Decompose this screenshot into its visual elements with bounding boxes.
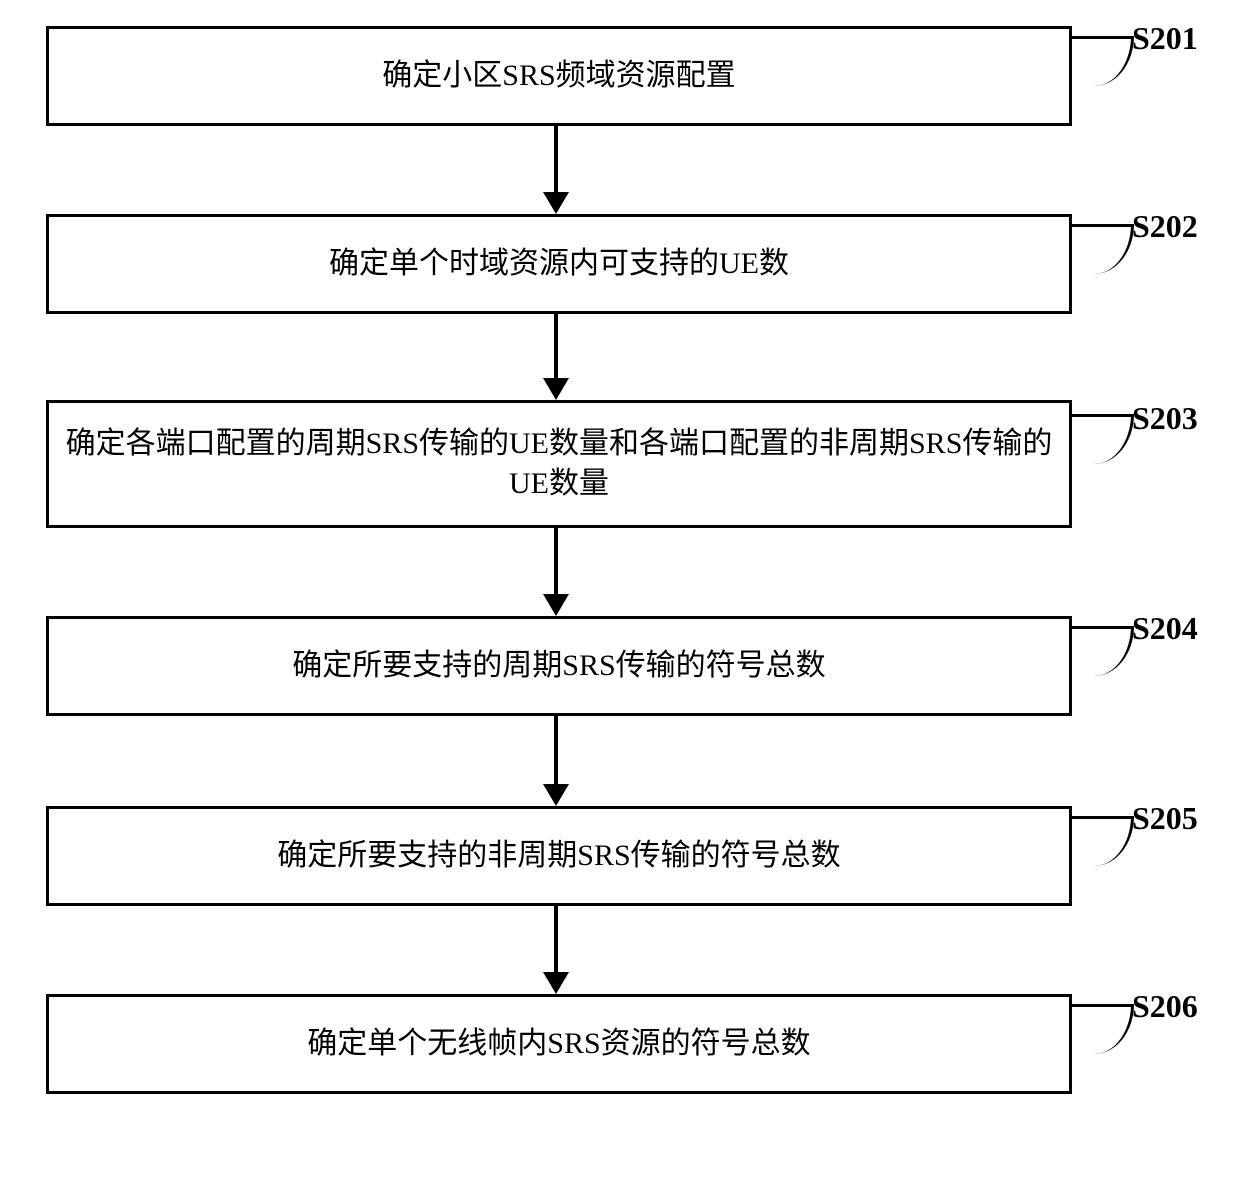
step-label-s205: S205 — [1132, 800, 1198, 837]
arrow-shaft — [554, 716, 558, 784]
label-connector-s202 — [1072, 224, 1134, 274]
step-text: 确定单个无线帧内SRS资源的符号总数 — [307, 1024, 810, 1065]
label-connector-s206 — [1072, 1004, 1134, 1054]
step-text: 确定单个时域资源内可支持的UE数 — [329, 244, 789, 285]
step-box-s204: 确定所要支持的周期SRS传输的符号总数 — [46, 616, 1072, 716]
step-label-s203: S203 — [1132, 400, 1198, 437]
label-connector-s204 — [1072, 626, 1134, 676]
label-connector-s203 — [1072, 414, 1134, 464]
arrow-shaft — [554, 314, 558, 378]
step-label-s204: S204 — [1132, 610, 1198, 647]
step-text: 确定各端口配置的周期SRS传输的UE数量和各端口配置的非周期SRS传输的UE数量 — [65, 424, 1053, 505]
step-text: 确定所要支持的非周期SRS传输的符号总数 — [277, 836, 840, 877]
step-box-s205: 确定所要支持的非周期SRS传输的符号总数 — [46, 806, 1072, 906]
label-connector-s201 — [1072, 36, 1134, 86]
step-box-s203: 确定各端口配置的周期SRS传输的UE数量和各端口配置的非周期SRS传输的UE数量 — [46, 400, 1072, 528]
arrow-head-icon — [543, 594, 569, 616]
arrow-shaft — [554, 906, 558, 972]
step-label-s202: S202 — [1132, 208, 1198, 245]
label-connector-s205 — [1072, 816, 1134, 866]
step-box-s206: 确定单个无线帧内SRS资源的符号总数 — [46, 994, 1072, 1094]
step-label-s206: S206 — [1132, 988, 1198, 1025]
arrow-shaft — [554, 126, 558, 192]
flowchart-canvas: { "flowchart": { "type": "flowchart", "b… — [0, 0, 1240, 1193]
step-box-s202: 确定单个时域资源内可支持的UE数 — [46, 214, 1072, 314]
arrow-head-icon — [543, 192, 569, 214]
step-box-s201: 确定小区SRS频域资源配置 — [46, 26, 1072, 126]
arrow-head-icon — [543, 784, 569, 806]
arrow-head-icon — [543, 972, 569, 994]
arrow-head-icon — [543, 378, 569, 400]
step-label-s201: S201 — [1132, 20, 1198, 57]
step-text: 确定所要支持的周期SRS传输的符号总数 — [292, 646, 825, 687]
step-text: 确定小区SRS频域资源配置 — [382, 56, 735, 97]
arrow-shaft — [554, 528, 558, 594]
